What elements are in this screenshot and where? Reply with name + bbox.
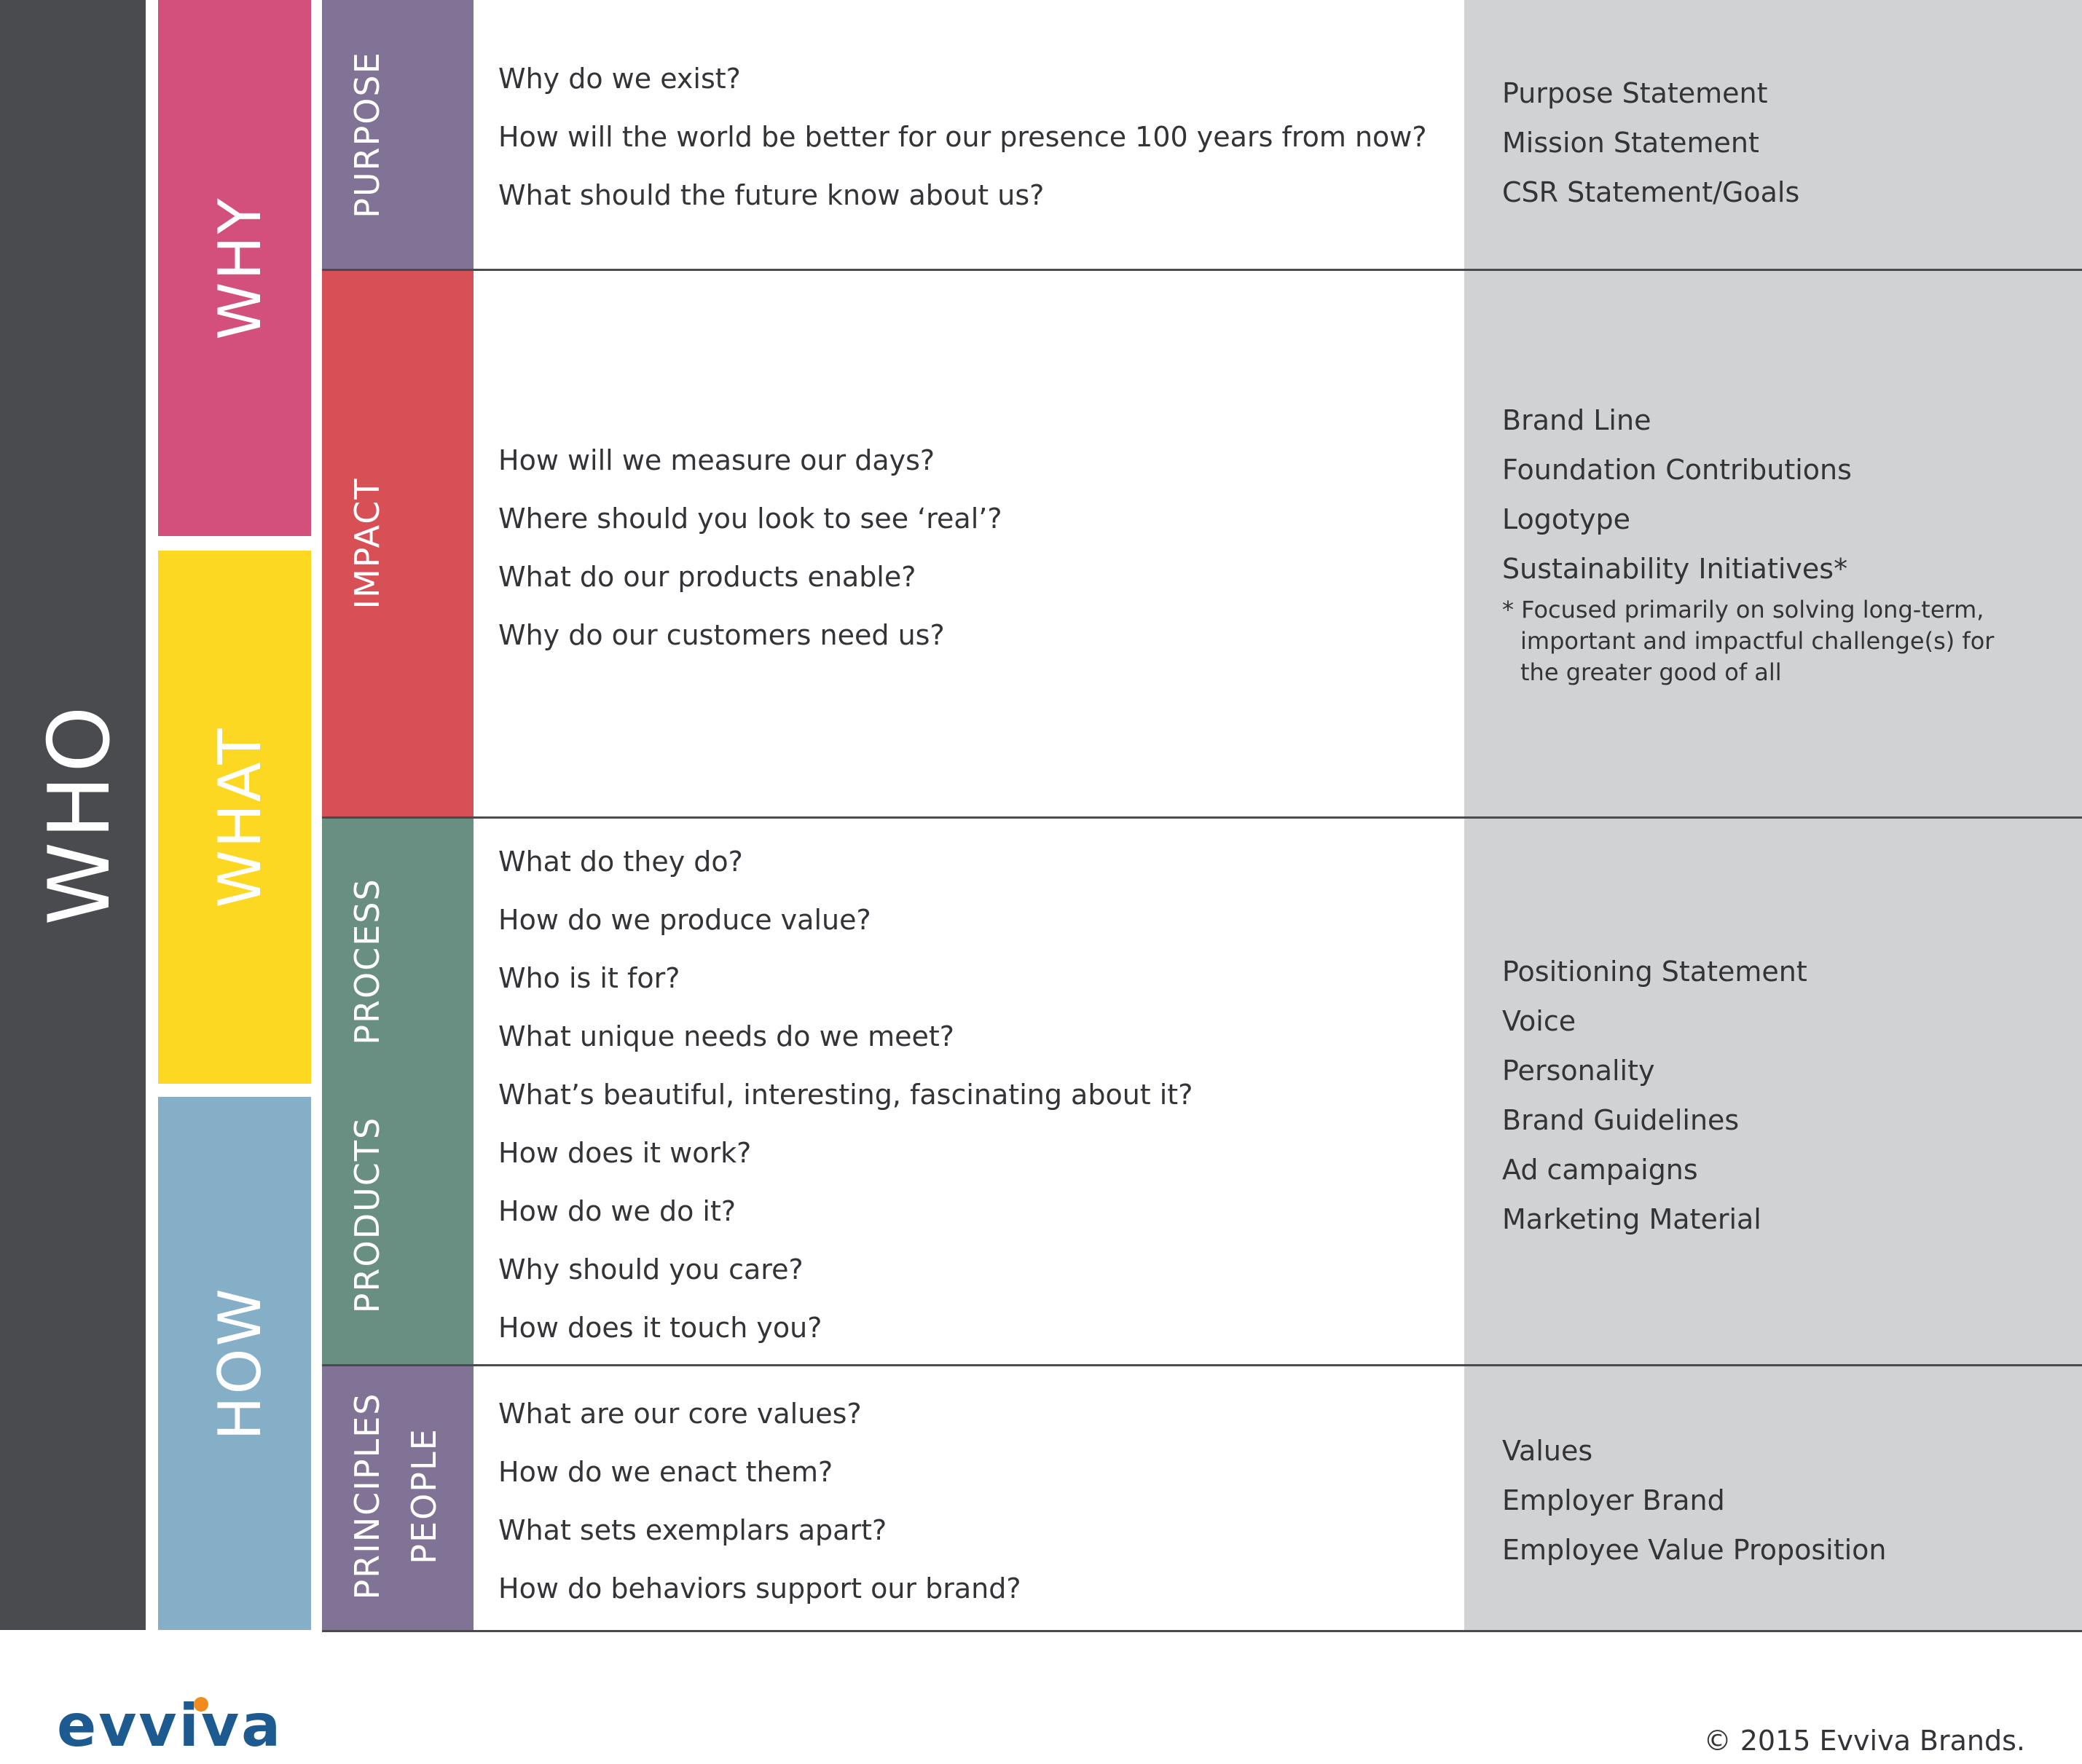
purpose-questions: Why do we exist? How will the world be b… (498, 50, 1427, 224)
question: How do we produce value? (498, 904, 871, 936)
principles-label: PRINCIPLES (347, 1392, 387, 1600)
process-label: PROCESS (347, 878, 387, 1045)
copyright: © 2015 Evviva Brands. (1703, 1725, 2025, 1757)
output-item: CSR Statement/Goals (1502, 176, 1800, 208)
question: What are our core values? (498, 1398, 862, 1430)
output-item: Ad campaigns (1502, 1154, 1698, 1186)
impact-band (322, 270, 474, 817)
footnote-line: the greater good of all (1520, 658, 1782, 686)
question: How do we enact them? (498, 1456, 833, 1488)
question: What do our products enable? (498, 561, 916, 593)
output-item: Personality (1502, 1055, 1655, 1087)
output-item: Purpose Statement (1502, 77, 1768, 109)
what-label: WHAT (206, 726, 274, 908)
principles-people-band (322, 1366, 474, 1630)
purpose-outputs: Purpose Statement Mission Statement CSR … (1502, 68, 1799, 217)
how-label: HOW (206, 1286, 274, 1441)
why-column (158, 0, 311, 536)
output-item: Positioning Statement (1502, 956, 1807, 988)
output-item: Employer Brand (1502, 1484, 1725, 1516)
output-item: Voice (1502, 1005, 1576, 1037)
question: Why do our customers need us? (498, 619, 945, 651)
question: Why do we exist? (498, 63, 741, 95)
products-label: PRODUCTS (347, 1116, 387, 1314)
evviva-logo: evviva (57, 1692, 283, 1760)
row-divider (322, 269, 2082, 271)
how-column (158, 1097, 311, 1630)
who-label: WHO (31, 703, 129, 926)
question: What’s beautiful, interesting, fascinati… (498, 1079, 1193, 1111)
principles-questions: What are our core values? How do we enac… (498, 1385, 1021, 1618)
logo-dot-icon (194, 1697, 208, 1712)
row-divider (322, 1630, 2082, 1632)
question: How will the world be better for our pre… (498, 121, 1427, 153)
output-item: Values (1502, 1435, 1593, 1467)
purpose-label: PURPOSE (347, 51, 387, 218)
question: How does it touch you? (498, 1312, 822, 1344)
question: What should the future know about us? (498, 179, 1045, 211)
question: How do we do it? (498, 1195, 736, 1227)
process-products-band (322, 818, 474, 1365)
why-label: WHY (206, 196, 274, 340)
what-column (158, 551, 311, 1084)
output-item: Brand Line (1502, 404, 1651, 436)
impact-label: IMPACT (347, 477, 387, 610)
output-item: Marketing Material (1502, 1203, 1761, 1235)
people-label: PEOPLE (404, 1428, 444, 1564)
question: Who is it for? (498, 962, 680, 994)
footnote-line: * Focused primarily on solving long-term… (1502, 596, 1984, 623)
question: How will we measure our days? (498, 444, 935, 476)
outputs-column (1464, 0, 2082, 1630)
footnote-line: important and impactful challenge(s) for (1520, 627, 1995, 655)
principles-outputs: Values Employer Brand Employee Value Pro… (1502, 1426, 1887, 1575)
question: How do behaviors support our brand? (498, 1572, 1021, 1604)
output-item: Sustainability Initiatives* (1502, 553, 1848, 585)
question: Where should you look to see ‘real’? (498, 503, 1002, 535)
output-item: Mission Statement (1502, 127, 1759, 159)
question: What sets exemplars apart? (498, 1514, 887, 1546)
question: What unique needs do we meet? (498, 1020, 954, 1052)
row-divider (322, 816, 2082, 819)
question: What do they do? (498, 846, 743, 878)
impact-outputs: Brand Line Foundation Contributions Logo… (1502, 395, 1852, 594)
question: Why should you care? (498, 1253, 804, 1285)
output-item: Logotype (1502, 503, 1631, 535)
process-outputs: Positioning Statement Voice Personality … (1502, 947, 1807, 1244)
output-item: Foundation Contributions (1502, 454, 1852, 486)
output-item: Employee Value Proposition (1502, 1534, 1887, 1566)
who-column (0, 0, 146, 1630)
row-divider (322, 1364, 2082, 1366)
purpose-band (322, 0, 474, 269)
impact-questions: How will we measure our days? Where shou… (498, 431, 1002, 664)
process-questions: What do they do? How do we produce value… (498, 832, 1193, 1357)
question: How does it work? (498, 1137, 752, 1169)
output-item: Brand Guidelines (1502, 1104, 1740, 1136)
